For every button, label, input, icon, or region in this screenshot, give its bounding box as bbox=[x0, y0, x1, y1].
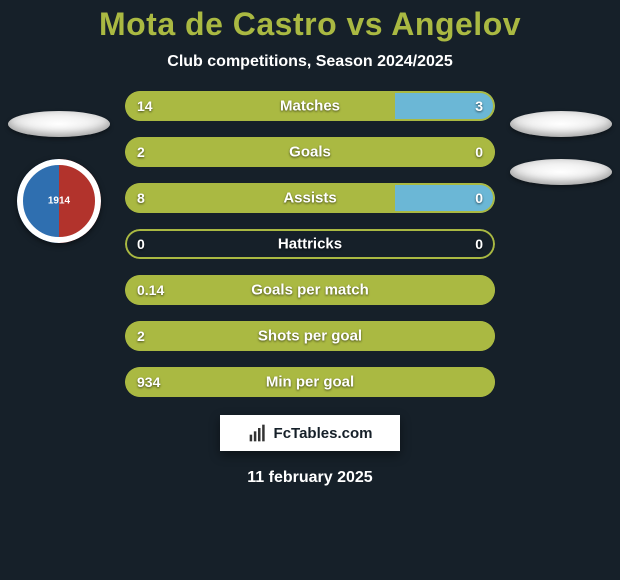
stat-value-right: 0 bbox=[475, 144, 483, 160]
stat-label: Goals per match bbox=[251, 282, 369, 299]
stat-row: 14 3 Matches bbox=[125, 91, 495, 121]
stat-value-left: 14 bbox=[137, 98, 153, 114]
crest-center-text: 1914 bbox=[48, 196, 70, 207]
club-placeholder-pill bbox=[510, 159, 612, 185]
stat-value-left: 0.14 bbox=[137, 282, 164, 298]
stat-label: Matches bbox=[280, 98, 340, 115]
stat-value-right: 3 bbox=[475, 98, 483, 114]
stat-value-left: 8 bbox=[137, 190, 145, 206]
stat-label: Assists bbox=[283, 190, 336, 207]
stat-value-left: 0 bbox=[137, 236, 145, 252]
stat-bars: 14 3 Matches 2 0 Goals 8 0 Assists 0 0 Hattricks 0.1… bbox=[125, 91, 495, 397]
player-placeholder-pill bbox=[8, 111, 110, 137]
comparison-card: Mota de Castro vs Angelov Club competiti… bbox=[0, 0, 620, 580]
stat-value-left: 934 bbox=[137, 374, 160, 390]
stat-row: 0 0 Hattricks bbox=[125, 229, 495, 259]
stat-value-left: 2 bbox=[137, 328, 145, 344]
left-side-column: 1914 bbox=[4, 111, 114, 243]
stat-row: 2 0 Goals bbox=[125, 137, 495, 167]
date-text: 11 february 2025 bbox=[0, 469, 620, 487]
stat-label: Shots per goal bbox=[258, 328, 362, 345]
subtitle: Club competitions, Season 2024/2025 bbox=[0, 53, 620, 71]
page-title: Mota de Castro vs Angelov bbox=[0, 6, 620, 43]
stat-row: 8 0 Assists bbox=[125, 183, 495, 213]
stat-row: 2 Shots per goal bbox=[125, 321, 495, 351]
brand-bars-icon bbox=[248, 423, 268, 443]
stat-row: 0.14 Goals per match bbox=[125, 275, 495, 305]
stat-value-left: 2 bbox=[137, 144, 145, 160]
stat-label: Min per goal bbox=[266, 374, 354, 391]
right-side-column bbox=[506, 111, 616, 185]
stat-seg-left bbox=[125, 91, 395, 121]
stat-value-right: 0 bbox=[475, 236, 483, 252]
club-crest-left: 1914 bbox=[17, 159, 101, 243]
brand-box[interactable]: FcTables.com bbox=[220, 415, 400, 451]
stat-row: 934 Min per goal bbox=[125, 367, 495, 397]
stat-label: Goals bbox=[289, 144, 331, 161]
brand-text: FcTables.com bbox=[274, 425, 373, 442]
stat-label: Hattricks bbox=[278, 236, 342, 253]
player-placeholder-pill bbox=[510, 111, 612, 137]
stat-seg-left bbox=[125, 183, 395, 213]
stat-value-right: 0 bbox=[475, 190, 483, 206]
main-area: 1914 14 3 Matches 2 0 Goals 8 0 Assists 0 0 Hattric… bbox=[0, 91, 620, 397]
